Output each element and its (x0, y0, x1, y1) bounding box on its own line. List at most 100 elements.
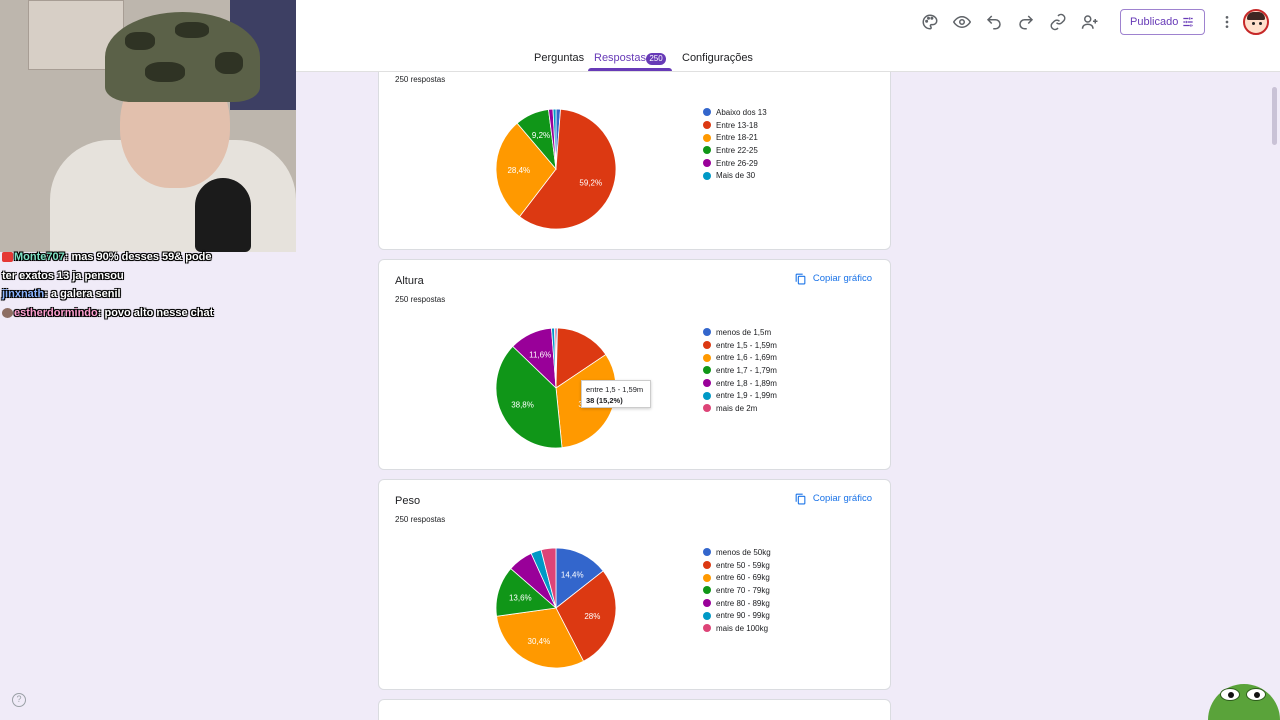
legend-swatch (703, 624, 711, 633)
header-actions: Publicado (914, 8, 1280, 36)
undo-icon[interactable] (978, 8, 1010, 36)
legend-item[interactable]: Entre 22-25 (703, 144, 767, 157)
legend-label: entre 80 - 89kg (716, 598, 770, 608)
pie-slice[interactable] (555, 327, 607, 389)
pie-slice[interactable] (555, 547, 604, 609)
legend-item[interactable]: Entre 13-18 (703, 119, 767, 132)
pie-slice-label: 59,2% (579, 178, 602, 187)
legend-item[interactable]: Mais de 30 (703, 169, 767, 182)
legend-label: Entre 13-18 (716, 120, 758, 130)
legend-swatch (703, 573, 711, 582)
legend-item[interactable]: Entre 26-29 (703, 157, 767, 170)
legend-swatch (703, 108, 711, 117)
legend-item[interactable]: Abaixo dos 13 (703, 106, 767, 119)
copy-chart-button[interactable]: Copiar gráfico (794, 272, 872, 285)
legend-label: entre 1,6 - 1,69m (716, 353, 777, 363)
legend-item[interactable]: entre 90 - 99kg (703, 609, 771, 622)
legend-label: mais de 100kg (716, 623, 769, 633)
legend-item[interactable]: mais de 2m (703, 402, 777, 415)
help-icon[interactable]: ? (12, 693, 26, 707)
copy-chart-label: Copiar gráfico (812, 493, 872, 504)
legend-label: mais de 2m (716, 403, 758, 413)
chart-card-next (378, 699, 891, 720)
tooltip-label: entre 1,5 - 1,59m (586, 385, 644, 394)
legend-swatch (703, 548, 711, 557)
legend-swatch (703, 561, 711, 570)
chat-line: Monte707: mas 90% desses 59& pode (2, 248, 213, 267)
chat-message: ter exatos 13 ja pensou (2, 269, 124, 282)
pie-slice[interactable] (554, 327, 557, 389)
pie-slice[interactable] (552, 108, 557, 170)
legend-item[interactable]: entre 70 - 79kg (703, 584, 771, 597)
legend-swatch (703, 171, 711, 180)
legend-label: entre 1,5 - 1,59m (716, 340, 777, 350)
legend-label: entre 1,8 - 1,89m (716, 378, 777, 388)
legend-label: entre 60 - 69kg (716, 573, 770, 583)
legend-label: entre 50 - 59kg (716, 560, 770, 570)
legend-label: entre 70 - 79kg (716, 585, 770, 595)
legend-label: menos de 1,5m (716, 327, 772, 337)
pie-chart-weight[interactable]: 14,4% 28% 30,4% 13,6% (495, 547, 617, 669)
legend-item[interactable]: entre 60 - 69kg (703, 571, 771, 584)
legend-item[interactable]: entre 1,6 - 1,69m (703, 351, 777, 364)
copy-chart-button[interactable]: Copiar gráfico (794, 492, 872, 505)
legend-item[interactable]: menos de 50kg (703, 546, 771, 559)
legend-item[interactable]: entre 1,7 - 1,79m (703, 364, 777, 377)
legend-swatch (703, 391, 711, 400)
pie-slice[interactable] (555, 570, 617, 662)
legend-item[interactable]: entre 1,8 - 1,89m (703, 377, 777, 390)
tab-perguntas[interactable]: Perguntas (534, 52, 585, 64)
scrollbar-track[interactable] (1268, 72, 1280, 720)
legend-swatch (703, 379, 711, 388)
legend-item[interactable]: menos de 1,5m (703, 326, 777, 339)
legend-swatch (703, 611, 711, 620)
legend-label: Entre 22-25 (716, 145, 758, 155)
tab-respostas[interactable]: Respostas (594, 52, 646, 64)
published-button[interactable]: Publicado (1120, 9, 1205, 35)
legend-item[interactable]: entre 80 - 89kg (703, 597, 771, 610)
chat-message: a galera senil (50, 288, 121, 300)
pie-slice[interactable] (540, 547, 557, 609)
redo-icon[interactable] (1010, 8, 1042, 36)
legend-age: Abaixo dos 13 Entre 13-18 Entre 18-21 Entre… (703, 106, 767, 182)
legend-label: entre 1,7 - 1,79m (716, 365, 777, 375)
legend-swatch (703, 159, 711, 168)
pie-slice[interactable] (496, 607, 585, 669)
chat-line: estherdormindo: povo alto nesse chat (2, 304, 213, 323)
legend-weight: menos de 50kg entre 50 - 59kg entre 60 - 6… (703, 546, 771, 635)
chat-line: jinxnath: a galera senil (2, 288, 121, 300)
account-avatar[interactable] (1243, 9, 1269, 35)
palette-icon[interactable] (914, 8, 946, 36)
preview-eye-icon[interactable] (946, 8, 978, 36)
add-collaborator-icon[interactable] (1074, 8, 1106, 36)
tab-configuracoes[interactable]: Configurações (682, 52, 753, 64)
legend-swatch (703, 341, 711, 350)
response-count: 250 respostas (395, 75, 446, 84)
pie-slice[interactable] (495, 345, 563, 449)
chat-user: estherdormindo (14, 306, 98, 319)
legend-swatch (703, 133, 711, 142)
link-icon[interactable] (1042, 8, 1074, 36)
legend-item[interactable]: mais de 100kg (703, 622, 771, 635)
scrollbar-thumb[interactable] (1272, 87, 1277, 145)
legend-label: entre 1,9 - 1,99m (716, 391, 777, 401)
tune-icon (1183, 17, 1193, 27)
pie-slice[interactable] (495, 122, 557, 218)
legend-swatch (703, 599, 711, 608)
chart-card-weight: Peso 250 respostas Copiar gráfico 14,4% 2… (378, 479, 891, 690)
responses-count-badge: 250 (646, 53, 666, 65)
legend-item[interactable]: Entre 18-21 (703, 131, 767, 144)
copy-chart-label: Copiar gráfico (812, 273, 872, 284)
tooltip-value: 38 (15,2%) (586, 396, 623, 405)
legend-item[interactable]: entre 50 - 59kg (703, 559, 771, 572)
legend-item[interactable]: entre 1,5 - 1,59m (703, 339, 777, 352)
legend-label: Mais de 30 (716, 171, 756, 181)
legend-swatch (703, 121, 711, 130)
pie-chart-age[interactable]: 59,2% 28,4% 9,2% (495, 108, 617, 230)
legend-item[interactable]: entre 1,9 - 1,99m (703, 389, 777, 402)
more-vert-icon[interactable] (1219, 8, 1235, 36)
legend-swatch (703, 404, 711, 413)
pie-slice[interactable] (518, 108, 617, 230)
legend-height: menos de 1,5m entre 1,5 - 1,59m entre 1,6 … (703, 326, 777, 415)
pie-slice-label: 28,4% (507, 166, 530, 175)
